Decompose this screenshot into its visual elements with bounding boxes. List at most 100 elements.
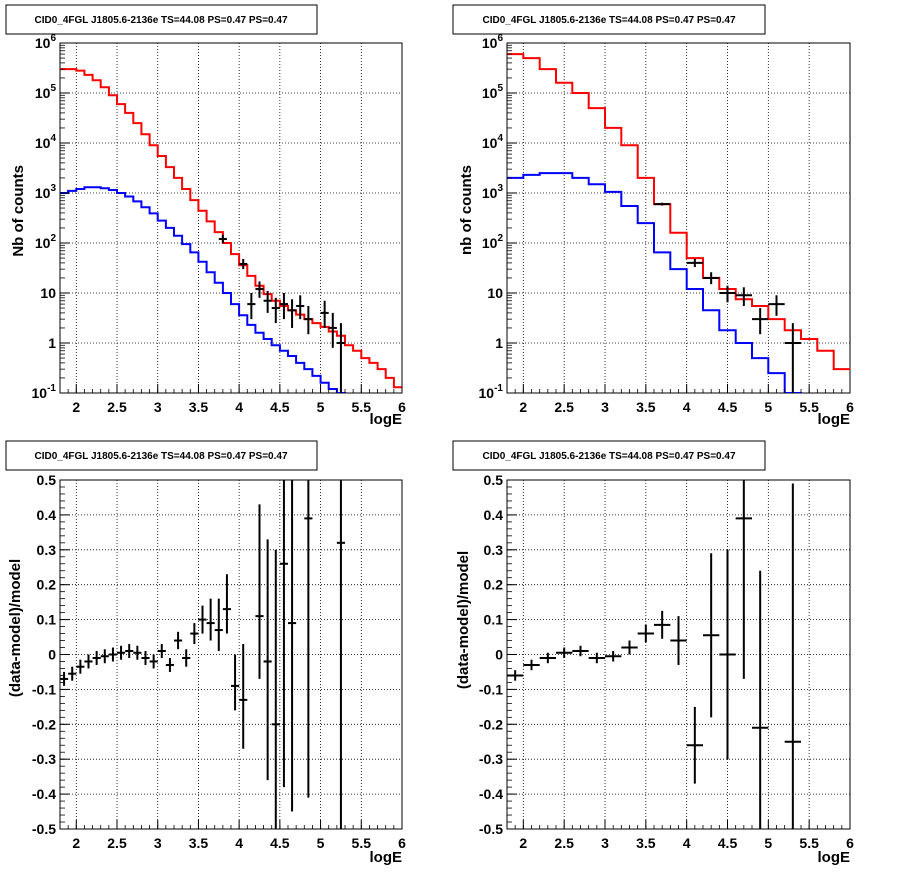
x-tick-label: 6 <box>398 399 406 415</box>
data-points-group <box>654 202 801 393</box>
title-box <box>452 440 766 471</box>
y-axis-label: (data-model)/model <box>7 559 24 697</box>
x-tick-label: 4.5 <box>270 399 290 415</box>
data-point <box>84 654 93 669</box>
data-point <box>654 610 671 639</box>
y-tick-label: -0.5 <box>479 821 503 837</box>
y-tick-label: 106 <box>482 33 504 51</box>
y-tick-label: -0.1 <box>479 681 503 697</box>
x-tick-label: 5 <box>764 835 772 851</box>
x-tick-label: 5.5 <box>799 835 819 851</box>
x-tick-label: 3 <box>154 399 162 415</box>
data-point <box>304 480 313 798</box>
series-line <box>60 186 346 393</box>
x-tick-label: 4 <box>235 399 243 415</box>
y-tick-label: 0 <box>495 647 503 663</box>
data-point <box>271 297 280 324</box>
data-point <box>719 285 736 303</box>
data-point <box>60 671 69 686</box>
data-point <box>637 624 654 643</box>
series-group <box>507 53 850 393</box>
chart-title: CID0_4FGL J1805.6-2136e TS=44.08 PS=0.47… <box>34 451 287 462</box>
y-tick-label: -0.4 <box>479 786 503 802</box>
x-tick-label: 5.5 <box>352 399 372 415</box>
y-tick-label: 104 <box>35 133 57 151</box>
data-point <box>133 645 142 660</box>
data-point <box>654 202 671 206</box>
data-point <box>222 574 231 634</box>
y-tick-label: 1 <box>48 335 56 351</box>
data-point <box>271 549 280 829</box>
data-point <box>92 651 101 665</box>
data-point <box>231 654 240 711</box>
data-point <box>174 631 183 650</box>
x-tick-label: 5 <box>317 835 325 851</box>
y-tick-label: 105 <box>35 83 57 101</box>
x-tick-label: 6 <box>846 835 854 851</box>
x-tick-label: 4 <box>235 835 243 851</box>
panel-residuals-left: CID0_4FGL J1805.6-2136e TS=44.08 PS=0.47… <box>5 440 406 866</box>
x-tick-label: 6 <box>846 399 854 415</box>
y-tick-label: 1 <box>495 335 503 351</box>
y-tick-label: 0.5 <box>37 472 57 488</box>
series-line <box>60 68 402 389</box>
tick-group: 2 2.5 3 3.5 4 4.5 5 5.5 6 10-1 1 10 102 103 104 105 106 <box>32 33 407 415</box>
data-point <box>239 644 248 749</box>
data-point <box>703 272 720 285</box>
x-tick-label: 2 <box>519 399 527 415</box>
data-point <box>605 651 622 662</box>
data-point <box>239 258 248 270</box>
y-tick-label: 0.3 <box>484 542 504 558</box>
data-point <box>336 323 345 393</box>
series-line <box>507 53 850 371</box>
data-point <box>752 570 769 829</box>
x-tick-label: 5.5 <box>799 399 819 415</box>
data-point <box>117 645 126 660</box>
tick-group: 2 2.5 3 3.5 4 4.5 5 5.5 6 -0.5 -0.4 -0.3 -0.2 -0.1 0 0.… <box>32 472 406 851</box>
y-tick-label: 102 <box>35 233 57 251</box>
y-tick-label: -0.2 <box>32 716 56 732</box>
x-tick-label: 2.5 <box>554 835 574 851</box>
data-point <box>752 308 769 335</box>
data-point <box>621 640 638 655</box>
x-tick-label: 4 <box>683 399 691 415</box>
x-tick-label: 2.5 <box>107 835 127 851</box>
data-points-group <box>218 234 345 393</box>
data-point <box>68 666 77 681</box>
data-point <box>784 323 801 393</box>
data-point <box>336 480 345 829</box>
data-point <box>190 623 199 645</box>
title-box <box>452 4 766 35</box>
data-point <box>670 616 687 665</box>
y-tick-label: 0.4 <box>484 507 504 523</box>
panel-counts-right: CID0_4FGL J1805.6-2136e TS=44.08 PS=0.47… <box>452 4 854 428</box>
y-axis-label: Nb of counts <box>10 165 27 257</box>
y-tick-label: 10 <box>487 285 503 301</box>
series-line <box>507 172 802 393</box>
y-tick-label: -0.2 <box>479 716 503 732</box>
y-tick-label: -0.3 <box>479 751 503 767</box>
data-point <box>328 312 337 348</box>
x-tick-label: 2.5 <box>107 399 127 415</box>
x-tick-label: 4 <box>683 835 691 851</box>
data-point <box>218 234 227 243</box>
chart-title: CID0_4FGL J1805.6-2136e TS=44.08 PS=0.47… <box>34 15 287 26</box>
y-tick-label: 0.4 <box>37 507 57 523</box>
data-point <box>523 659 540 671</box>
x-tick-label: 3.5 <box>636 399 656 415</box>
y-tick-label: 0.2 <box>37 577 57 593</box>
data-point <box>735 287 752 306</box>
data-point <box>206 598 215 641</box>
data-point <box>735 480 752 679</box>
x-tick-label: 2.5 <box>554 399 574 415</box>
x-tick-label: 2 <box>519 835 527 851</box>
data-point <box>247 293 256 320</box>
y-tick-label: -0.1 <box>32 681 56 697</box>
panel-counts-left: CID0_4FGL J1805.6-2136e TS=44.08 PS=0.47… <box>5 4 407 428</box>
y-tick-label: 10 <box>40 285 56 301</box>
data-point <box>686 258 703 268</box>
x-tick-label: 5 <box>764 399 772 415</box>
x-tick-label: 3 <box>601 399 609 415</box>
